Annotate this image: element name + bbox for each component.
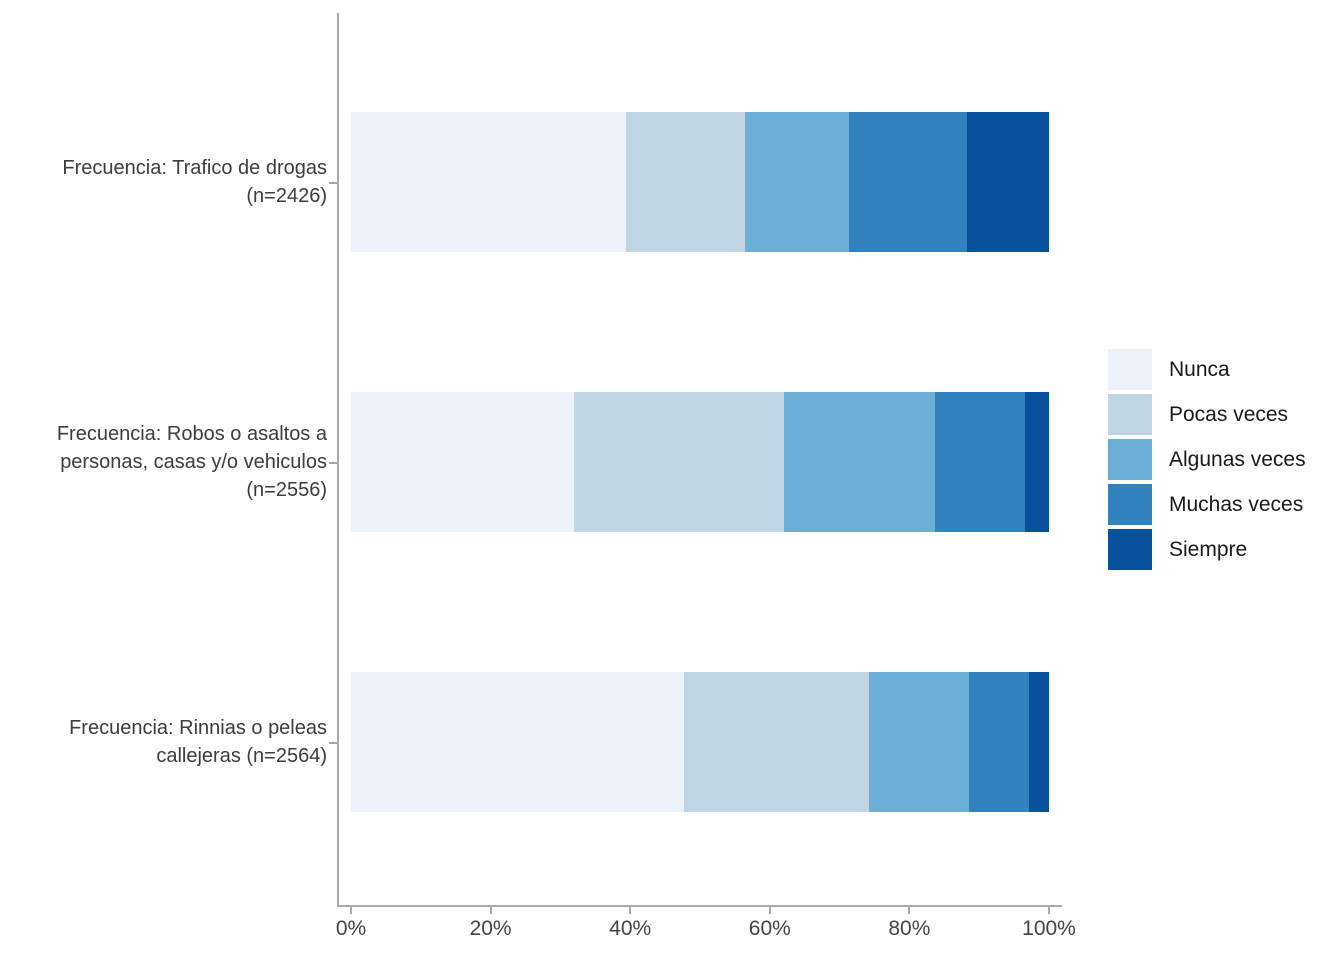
- bar-segment-algunas-veces: [745, 112, 850, 252]
- legend-item-algunas-veces: Algunas veces: [1108, 439, 1306, 480]
- x-tick-mark: [908, 907, 911, 914]
- legend-item-siempre: Siempre: [1108, 529, 1306, 570]
- x-tick-label: 100%: [1022, 917, 1076, 940]
- x-tick-label: 60%: [748, 917, 791, 940]
- x-tick-label: 80%: [888, 917, 931, 940]
- bar-segment-nunca: [351, 392, 575, 532]
- legend-swatch-nunca: [1108, 349, 1152, 390]
- x-axis-line: [337, 905, 1062, 907]
- category-label-line: (n=2556): [246, 479, 327, 501]
- x-tick-mark: [1048, 907, 1050, 914]
- x-tick-mark: [629, 907, 632, 914]
- y-axis-line: [337, 13, 339, 906]
- category-label-line: callejeras (n=2564): [156, 745, 327, 767]
- x-tick-label: 40%: [609, 917, 652, 940]
- category-tick: [329, 462, 337, 464]
- legend-label: Algunas veces: [1169, 447, 1306, 471]
- bar-segment-nunca: [351, 112, 626, 252]
- legend: Nunca Pocas veces Algunas veces Muchas vece…: [1108, 349, 1306, 574]
- category-label-line: Frecuencia: Trafico de drogas: [62, 157, 327, 179]
- legend-item-pocas-veces: Pocas veces: [1108, 394, 1306, 435]
- legend-label: Nunca: [1169, 357, 1230, 381]
- legend-item-muchas-veces: Muchas veces: [1108, 484, 1306, 525]
- bar-segment-muchas-veces: [849, 112, 968, 252]
- bar-segment-siempre: [1024, 392, 1049, 532]
- x-tick-mark: [350, 907, 352, 914]
- x-tick-mark: [768, 907, 771, 914]
- category-label-3: Frecuencia: Rinnias o peleas callejeras (…: [0, 714, 327, 770]
- bar-segment-siempre: [1028, 672, 1049, 812]
- bar-segment-pocas-veces: [683, 672, 869, 812]
- bar-row-3: [351, 672, 1049, 812]
- bar-segment-nunca: [351, 672, 684, 812]
- bar-segment-muchas-veces: [934, 392, 1025, 532]
- bar-segment-pocas-veces: [626, 112, 746, 252]
- category-label-line: Frecuencia: Robos o asaltos a: [56, 423, 327, 445]
- bar-segment-algunas-veces: [783, 392, 935, 532]
- category-tick: [329, 182, 337, 184]
- category-label-line: personas, casas y/o vehiculos: [60, 451, 327, 473]
- category-label-1: Frecuencia: Trafico de drogas (n=2426): [0, 154, 327, 210]
- category-label-line: Frecuencia: Rinnias o peleas: [69, 717, 327, 739]
- category-tick: [329, 742, 337, 744]
- legend-swatch-algunas-veces: [1108, 439, 1152, 480]
- bar-segment-algunas-veces: [868, 672, 969, 812]
- legend-item-nunca: Nunca: [1108, 349, 1306, 390]
- bar-row-1: [351, 112, 1049, 252]
- x-tick-label: 0%: [335, 917, 367, 940]
- category-label-line: (n=2426): [246, 185, 327, 207]
- bar-row-2: [351, 392, 1049, 532]
- legend-swatch-muchas-veces: [1108, 484, 1152, 525]
- x-tick-label: 20%: [469, 917, 512, 940]
- legend-label: Pocas veces: [1169, 402, 1289, 426]
- x-tick-mark: [489, 907, 492, 914]
- bar-segment-siempre: [967, 112, 1049, 252]
- legend-swatch-pocas-veces: [1108, 394, 1152, 435]
- legend-label: Siempre: [1169, 537, 1248, 561]
- legend-swatch-siempre: [1108, 529, 1152, 570]
- category-label-2: Frecuencia: Robos o asaltos a personas, c…: [0, 420, 327, 504]
- legend-label: Muchas veces: [1169, 492, 1304, 516]
- bar-segment-muchas-veces: [968, 672, 1029, 812]
- bar-segment-pocas-veces: [574, 392, 784, 532]
